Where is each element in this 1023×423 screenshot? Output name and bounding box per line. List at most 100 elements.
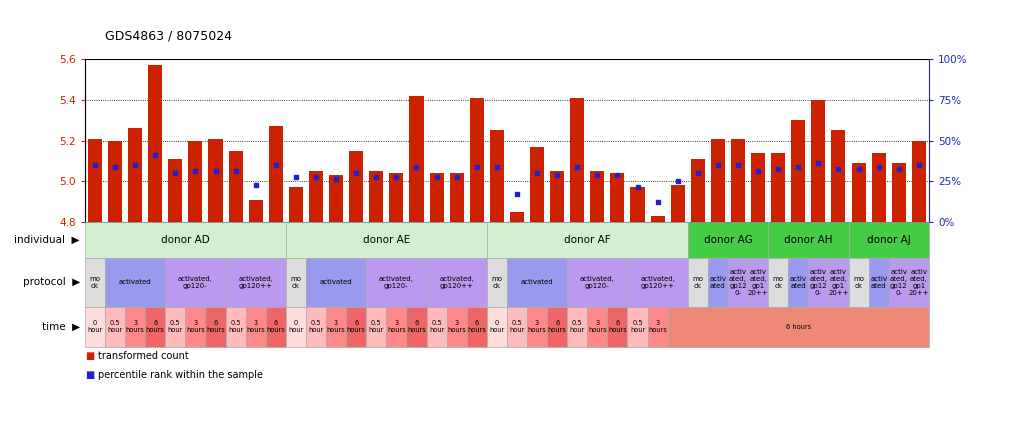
Bar — [671, 185, 684, 222]
Text: 3
hours: 3 hours — [126, 320, 144, 333]
Text: mo
ck: mo ck — [772, 276, 784, 289]
Text: 6
hours: 6 hours — [207, 320, 225, 333]
Bar — [329, 175, 343, 222]
Bar — [88, 139, 102, 222]
Text: activ
ated,
gp12
0-: activ ated, gp12 0- — [729, 269, 747, 296]
Text: 0.5
hour: 0.5 hour — [630, 320, 646, 333]
Text: donor AJ: donor AJ — [866, 235, 910, 245]
Bar — [390, 173, 403, 222]
Bar — [409, 96, 424, 222]
Text: 0
hour: 0 hour — [87, 320, 102, 333]
Bar — [630, 187, 644, 222]
Bar — [128, 129, 142, 222]
Text: donor AD: donor AD — [161, 235, 210, 245]
Text: 0.5
hour: 0.5 hour — [368, 320, 384, 333]
Text: mo
ck: mo ck — [291, 276, 302, 289]
Bar — [731, 139, 745, 222]
Bar — [791, 120, 805, 222]
Bar — [369, 171, 384, 222]
Bar — [771, 153, 786, 222]
Text: mo
ck: mo ck — [693, 276, 703, 289]
Bar — [209, 139, 223, 222]
Bar — [450, 173, 463, 222]
Text: 3
hours: 3 hours — [528, 320, 546, 333]
Text: ■: ■ — [85, 370, 94, 380]
Bar — [691, 159, 705, 222]
Text: activated,
gp120-: activated, gp120- — [580, 276, 615, 289]
Text: transformed count: transformed count — [98, 351, 189, 361]
Text: activated,
gp120-: activated, gp120- — [178, 276, 213, 289]
Bar — [309, 171, 323, 222]
Text: individual  ▶: individual ▶ — [14, 235, 80, 245]
Text: 6
hours: 6 hours — [347, 320, 365, 333]
Text: donor AF: donor AF — [564, 235, 611, 245]
Text: 0.5
hour: 0.5 hour — [570, 320, 585, 333]
Bar — [148, 65, 163, 222]
Text: 3
hours: 3 hours — [387, 320, 406, 333]
Text: mo
ck: mo ck — [89, 276, 100, 289]
Bar — [188, 141, 203, 222]
Text: activ
ated,
gp1
20++: activ ated, gp1 20++ — [908, 269, 929, 296]
Text: mo
ck: mo ck — [853, 276, 864, 289]
Text: 0.5
hour: 0.5 hour — [228, 320, 243, 333]
Text: GDS4863 / 8075024: GDS4863 / 8075024 — [105, 29, 232, 42]
Bar — [570, 98, 584, 222]
Bar — [108, 141, 122, 222]
Bar — [269, 126, 282, 222]
Text: activ
ated,
gp1
20++: activ ated, gp1 20++ — [748, 269, 768, 296]
Text: 6 hours: 6 hours — [786, 324, 811, 330]
Bar — [711, 139, 725, 222]
Text: activ
ated,
gp1
20++: activ ated, gp1 20++ — [829, 269, 849, 296]
Text: 6
hours: 6 hours — [468, 320, 486, 333]
Text: 0.5
hour: 0.5 hour — [168, 320, 183, 333]
Text: donor AG: donor AG — [704, 235, 752, 245]
Text: 0
hour: 0 hour — [489, 320, 504, 333]
Text: activ
ated: activ ated — [709, 276, 726, 289]
Text: 3
hours: 3 hours — [186, 320, 205, 333]
Bar — [590, 171, 605, 222]
Text: activated,
gp120++: activated, gp120++ — [439, 276, 474, 289]
Text: activated: activated — [119, 279, 151, 286]
Text: 3
hours: 3 hours — [588, 320, 607, 333]
Bar — [288, 187, 303, 222]
Text: 6
hours: 6 hours — [608, 320, 627, 333]
Bar — [430, 173, 444, 222]
Bar — [169, 159, 182, 222]
Text: percentile rank within the sample: percentile rank within the sample — [98, 370, 263, 380]
Text: ■: ■ — [85, 351, 94, 361]
Text: 3
hours: 3 hours — [649, 320, 667, 333]
Text: activ
ated,
gp12
0-: activ ated, gp12 0- — [890, 269, 907, 296]
Text: activ
ated: activ ated — [790, 276, 807, 289]
Text: 0
hour: 0 hour — [288, 320, 304, 333]
Text: activ
ated: activ ated — [871, 276, 887, 289]
Text: donor AH: donor AH — [784, 235, 833, 245]
Bar — [470, 98, 484, 222]
Text: 6
hours: 6 hours — [407, 320, 426, 333]
Text: activated: activated — [320, 279, 352, 286]
Bar — [872, 153, 886, 222]
Text: 3
hours: 3 hours — [447, 320, 466, 333]
Bar — [811, 100, 826, 222]
Bar — [851, 163, 865, 222]
Bar — [651, 216, 665, 222]
Bar — [892, 163, 905, 222]
Text: activated,
gp120++: activated, gp120++ — [238, 276, 273, 289]
Text: protocol  ▶: protocol ▶ — [23, 277, 80, 287]
Text: activated,
gp120-: activated, gp120- — [379, 276, 414, 289]
Bar — [509, 212, 524, 222]
Bar — [349, 151, 363, 222]
Bar — [751, 153, 765, 222]
Text: 0.5
hour: 0.5 hour — [429, 320, 444, 333]
Text: 0.5
hour: 0.5 hour — [107, 320, 123, 333]
Text: 6
hours: 6 hours — [547, 320, 567, 333]
Text: 0.5
hour: 0.5 hour — [509, 320, 525, 333]
Text: activ
ated,
gp12
0-: activ ated, gp12 0- — [809, 269, 828, 296]
Text: 3
hours: 3 hours — [247, 320, 265, 333]
Text: 3
hours: 3 hours — [326, 320, 346, 333]
Bar — [249, 200, 263, 222]
Text: donor AE: donor AE — [363, 235, 410, 245]
Bar — [832, 130, 845, 222]
Bar — [611, 173, 624, 222]
Bar — [530, 147, 544, 222]
Bar — [490, 130, 504, 222]
